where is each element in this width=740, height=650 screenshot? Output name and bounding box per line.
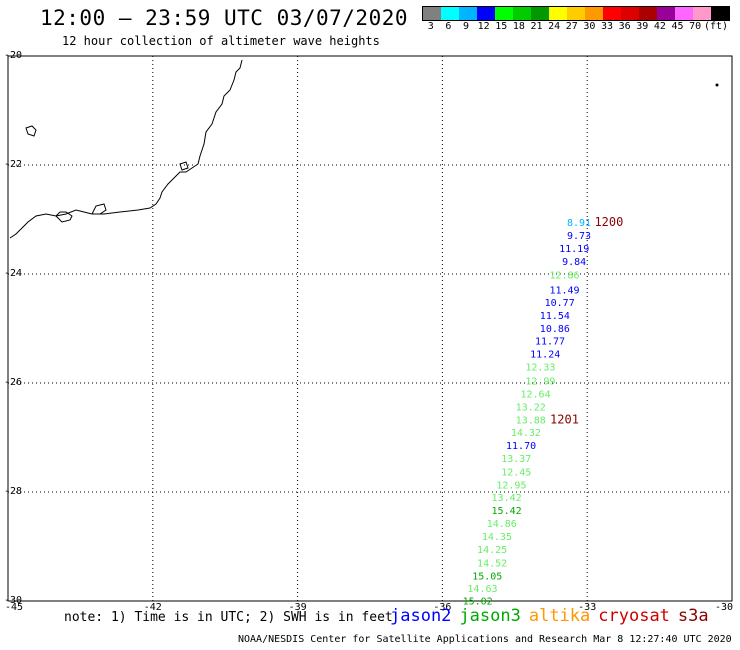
wave-height-value: 11.54 — [540, 311, 570, 322]
lat-tick-label: -26 — [4, 377, 23, 388]
legend-swatch — [585, 7, 603, 20]
legend-label: (ft) — [704, 21, 729, 32]
wave-height-value: 11.77 — [535, 336, 565, 347]
satellite-legend: jason2 jason3 altika cryosat s3a — [390, 606, 717, 626]
lon-tick-label: -45 — [4, 602, 24, 613]
legend-label: 18 — [512, 21, 525, 32]
wave-height-value: 11.70 — [506, 441, 536, 452]
wave-height-value: 14.52 — [477, 558, 507, 569]
legend-swatch — [459, 7, 477, 20]
wave-height-value: 8.91 — [567, 218, 591, 229]
wave-height-value: 14.25 — [477, 545, 507, 556]
wave-height-value: 9.84 — [562, 257, 586, 268]
legend-label: 39 — [636, 21, 649, 32]
island-dot — [715, 83, 719, 87]
time-marker: 1200 — [594, 215, 623, 229]
legend-label: 30 — [583, 21, 596, 32]
legend-swatch — [711, 7, 729, 20]
color-scale-legend — [422, 6, 730, 21]
legend-swatch — [477, 7, 495, 20]
wave-height-value: 14.63 — [467, 584, 497, 595]
map-title: 12:00 – 23:59 UTC 03/07/2020 — [40, 6, 409, 30]
legend-label: 21 — [530, 21, 543, 32]
lat-tick-label: -22 — [4, 159, 23, 170]
wave-height-value: 14.35 — [482, 532, 512, 543]
wave-height-value: 12.95 — [496, 480, 526, 491]
island-2 — [179, 161, 189, 171]
legend-label: 9 — [463, 21, 470, 32]
legend-label: 3 — [427, 21, 434, 32]
legend-swatch — [441, 7, 459, 20]
lat-tick-label: -20 — [4, 50, 23, 61]
legend-swatch — [513, 7, 531, 20]
lon-tick-label: -33 — [578, 602, 597, 613]
legend-label: 70 — [689, 21, 702, 32]
observations-layer: 8.91 9.73 11.19 9.84 12.86 11.49 10.77 11.54 10.… — [463, 215, 624, 607]
wave-height-value: 15.42 — [492, 506, 522, 517]
legend-label: 6 — [445, 21, 452, 32]
lon-tick-label: -30 — [714, 602, 734, 613]
map-frame — [7, 55, 733, 602]
lon-tick-label: -42 — [143, 602, 162, 613]
legend-label: 42 — [653, 21, 666, 32]
satellite-label: cryosat — [598, 606, 670, 626]
wave-height-value: 12.64 — [521, 389, 551, 400]
wave-height-value: 14.86 — [487, 519, 517, 530]
legend-swatch — [675, 7, 693, 20]
legend-swatch — [639, 7, 657, 20]
legend-label: 12 — [477, 21, 490, 32]
legend-swatch — [531, 7, 549, 20]
legend-swatch — [495, 7, 513, 20]
wave-height-value: 13.37 — [501, 454, 531, 465]
satellite-label: s3a — [677, 606, 709, 626]
legend-swatch — [621, 7, 639, 20]
legend-swatch — [567, 7, 585, 20]
wave-height-value: 12.45 — [501, 467, 531, 478]
map-subtitle: 12 hour collection of altimeter wave hei… — [62, 34, 380, 48]
legend-label: 33 — [601, 21, 614, 32]
lon-tick-label: -36 — [433, 602, 452, 613]
footer-note: note: 1) Time is in UTC; 2) SWH is in fe… — [64, 610, 393, 625]
lat-tick-label: -30 — [4, 595, 23, 606]
satellite-label: jason2 — [390, 606, 452, 626]
wave-height-value: 12.86 — [549, 271, 579, 282]
wave-height-value: 12.33 — [525, 363, 555, 374]
wave-height-value: 15.05 — [472, 571, 502, 582]
wave-height-value: 10.86 — [540, 324, 570, 335]
wave-height-value: 12.99 — [525, 376, 555, 387]
wave-height-value: 11.49 — [549, 285, 579, 296]
lon-tick-label: -39 — [288, 602, 307, 613]
wave-height-value: 11.19 — [559, 244, 589, 255]
island-1 — [25, 125, 37, 137]
legend-label: 15 — [495, 21, 508, 32]
lat-lon-grid — [8, 56, 732, 601]
wave-height-value: 9.73 — [567, 231, 591, 242]
color-scale-labels: 3 6 9 12 15 18 21 24 27 30 33 36 39 42 45 70 (ft) — [422, 21, 728, 32]
wave-height-value: 14.32 — [511, 428, 541, 439]
lat-tick-label: -28 — [4, 486, 23, 497]
legend-label: 36 — [618, 21, 631, 32]
legend-label: 24 — [548, 21, 561, 32]
credit-line: NOAA/NESDIS Center for Satellite Applica… — [238, 634, 732, 645]
lat-tick-label: -24 — [4, 268, 23, 279]
satellite-label: jason3 — [459, 606, 521, 626]
legend-swatch — [693, 7, 711, 20]
legend-label: 27 — [565, 21, 578, 32]
time-marker: 1201 — [550, 413, 579, 427]
legend-swatch — [657, 7, 675, 20]
wave-height-value: 15.02 — [463, 596, 493, 607]
wave-height-value: 10.77 — [545, 298, 575, 309]
wave-height-value: 13.22 — [516, 402, 546, 413]
legend-label: 45 — [671, 21, 684, 32]
wave-height-value: 13.88 — [516, 416, 546, 427]
wave-height-value: 11.24 — [530, 350, 560, 361]
legend-swatch — [603, 7, 621, 20]
legend-swatch — [549, 7, 567, 20]
satellite-label: altika — [528, 606, 591, 626]
wave-height-value: 13.42 — [492, 493, 522, 504]
coast-inlet — [55, 203, 107, 223]
legend-swatch — [423, 7, 441, 20]
